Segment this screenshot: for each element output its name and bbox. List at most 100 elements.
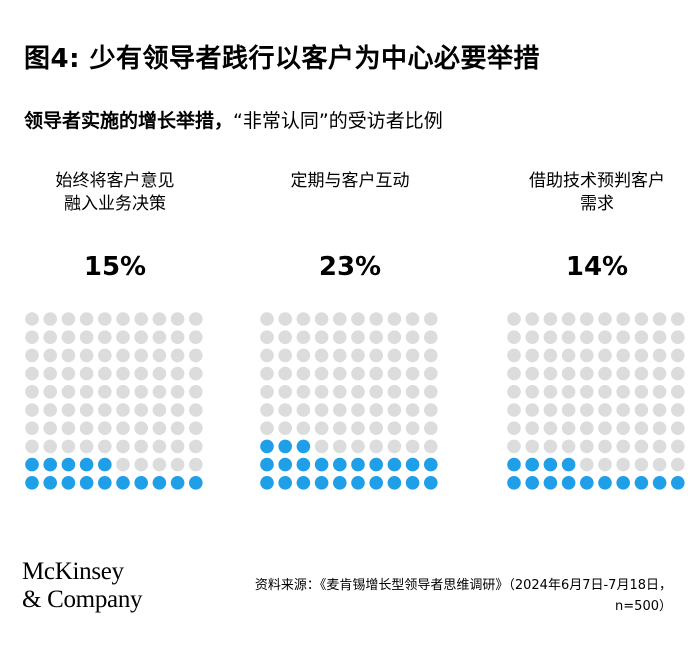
waffle-dot-empty bbox=[634, 403, 649, 417]
source-line1: 资料来源：《麦肯锡增长型领导者思维调研》（2024年6月7日-7月18日， bbox=[254, 578, 672, 593]
waffle-dot-empty bbox=[134, 457, 148, 472]
waffle-dot-empty bbox=[25, 312, 39, 326]
source-line2: n=500） bbox=[615, 599, 672, 614]
waffle-dot-filled bbox=[79, 457, 94, 472]
panel-label-line2: 需求 bbox=[580, 194, 614, 214]
waffle-dot-empty bbox=[405, 312, 420, 326]
waffle-dot-empty bbox=[98, 348, 112, 363]
waffle-dot-empty bbox=[580, 439, 594, 454]
waffle-dot-empty bbox=[598, 348, 612, 363]
waffle-dot-empty bbox=[561, 385, 576, 399]
waffle-dot-filled bbox=[561, 457, 576, 472]
waffle-dot-empty bbox=[260, 403, 274, 417]
waffle-dot-filled bbox=[351, 476, 365, 490]
waffle-dot-filled bbox=[387, 457, 402, 472]
waffle-dot-empty bbox=[369, 348, 383, 363]
waffle-dot-filled bbox=[170, 476, 185, 490]
waffle-dot-filled bbox=[634, 476, 649, 490]
waffle-dot-empty bbox=[616, 403, 630, 417]
waffle-dot-empty bbox=[170, 439, 185, 454]
waffle-dot-empty bbox=[387, 366, 402, 381]
waffle-dot-empty bbox=[369, 330, 383, 344]
waffle-dot-filled bbox=[98, 476, 112, 490]
waffle-dot-empty bbox=[598, 312, 612, 326]
waffle-dot-empty bbox=[369, 421, 383, 435]
waffle-dot-empty bbox=[43, 421, 57, 435]
waffle-dot-empty bbox=[25, 439, 39, 454]
waffle-dot-empty bbox=[598, 403, 612, 417]
waffle-dot-empty bbox=[98, 385, 112, 399]
waffle-dot-filled bbox=[580, 476, 594, 490]
waffle-dot-empty bbox=[25, 348, 39, 363]
waffle-dot-empty bbox=[616, 457, 630, 472]
waffle-dot-empty bbox=[152, 439, 167, 454]
waffle-dot-empty bbox=[369, 385, 383, 399]
waffle-dot-empty bbox=[387, 330, 402, 344]
waffle-dot-empty bbox=[405, 421, 420, 435]
waffle-dot-filled bbox=[333, 457, 347, 472]
waffle-dot-filled bbox=[25, 457, 39, 472]
waffle-dot-filled bbox=[278, 457, 292, 472]
waffle-dot-empty bbox=[170, 421, 185, 435]
waffle-dot-empty bbox=[314, 403, 329, 417]
waffle-dot-empty bbox=[61, 439, 76, 454]
waffle-dot-empty bbox=[387, 421, 402, 435]
waffle-dot-empty bbox=[43, 348, 57, 363]
waffle-dot-empty bbox=[296, 366, 311, 381]
waffle-dot-filled bbox=[387, 476, 402, 490]
waffle-dot-empty bbox=[333, 421, 347, 435]
waffle-dot-empty bbox=[507, 421, 521, 435]
waffle-dot-empty bbox=[405, 403, 420, 417]
waffle-dot-empty bbox=[152, 385, 167, 399]
waffle-dot-empty bbox=[189, 385, 203, 399]
subtitle-rest: “非常认同”的受访者比例 bbox=[233, 110, 443, 132]
waffle-dot-empty bbox=[598, 421, 612, 435]
waffle-dot-filled bbox=[61, 457, 76, 472]
waffle-dot-empty bbox=[43, 366, 57, 381]
waffle-dot-empty bbox=[98, 421, 112, 435]
waffle-dot-empty bbox=[116, 439, 130, 454]
waffle-dot-filled bbox=[351, 457, 365, 472]
waffle-dot-empty bbox=[580, 457, 594, 472]
waffle-dot-empty bbox=[405, 439, 420, 454]
waffle-dot-empty bbox=[543, 330, 558, 344]
waffle-grid bbox=[507, 312, 685, 490]
waffle-dot-empty bbox=[634, 366, 649, 381]
waffle-dot-filled bbox=[116, 476, 130, 490]
waffle-dot-empty bbox=[671, 330, 685, 344]
waffle-dot-empty bbox=[79, 421, 94, 435]
waffle-dot-filled bbox=[61, 476, 76, 490]
waffle-dot-empty bbox=[189, 330, 203, 344]
waffle-dot-empty bbox=[424, 403, 438, 417]
waffle-dot-empty bbox=[189, 421, 203, 435]
waffle-dot-filled bbox=[296, 457, 311, 472]
waffle-dot-empty bbox=[314, 421, 329, 435]
waffle-dot-filled bbox=[405, 476, 420, 490]
waffle-dot-empty bbox=[116, 403, 130, 417]
waffle-dot-empty bbox=[671, 403, 685, 417]
waffle-dot-filled bbox=[424, 476, 438, 490]
waffle-dot-empty bbox=[116, 385, 130, 399]
waffle-dot-empty bbox=[616, 385, 630, 399]
waffle-dot-empty bbox=[671, 439, 685, 454]
chart-title: 图4: 少有领导者践行以客户为中心必要举措 bbox=[24, 44, 541, 74]
waffle-dot-filled bbox=[507, 476, 521, 490]
waffle-dot-filled bbox=[543, 457, 558, 472]
waffle-dot-empty bbox=[351, 385, 365, 399]
waffle-dot-empty bbox=[278, 403, 292, 417]
waffle-dot-empty bbox=[671, 457, 685, 472]
panel-value: 15% bbox=[83, 252, 147, 282]
waffle-dot-filled bbox=[43, 457, 57, 472]
waffle-dot-empty bbox=[634, 385, 649, 399]
waffle-dot-empty bbox=[525, 348, 539, 363]
waffle-dot-empty bbox=[525, 385, 539, 399]
waffle-dot-empty bbox=[61, 312, 76, 326]
waffle-dot-empty bbox=[296, 348, 311, 363]
panel-value: 14% bbox=[565, 252, 629, 282]
waffle-dot-empty bbox=[652, 403, 667, 417]
waffle-dot-empty bbox=[61, 366, 76, 381]
waffle-dot-filled bbox=[314, 476, 329, 490]
waffle-dot-empty bbox=[561, 348, 576, 363]
waffle-dot-empty bbox=[134, 439, 148, 454]
waffle-dot-empty bbox=[543, 403, 558, 417]
